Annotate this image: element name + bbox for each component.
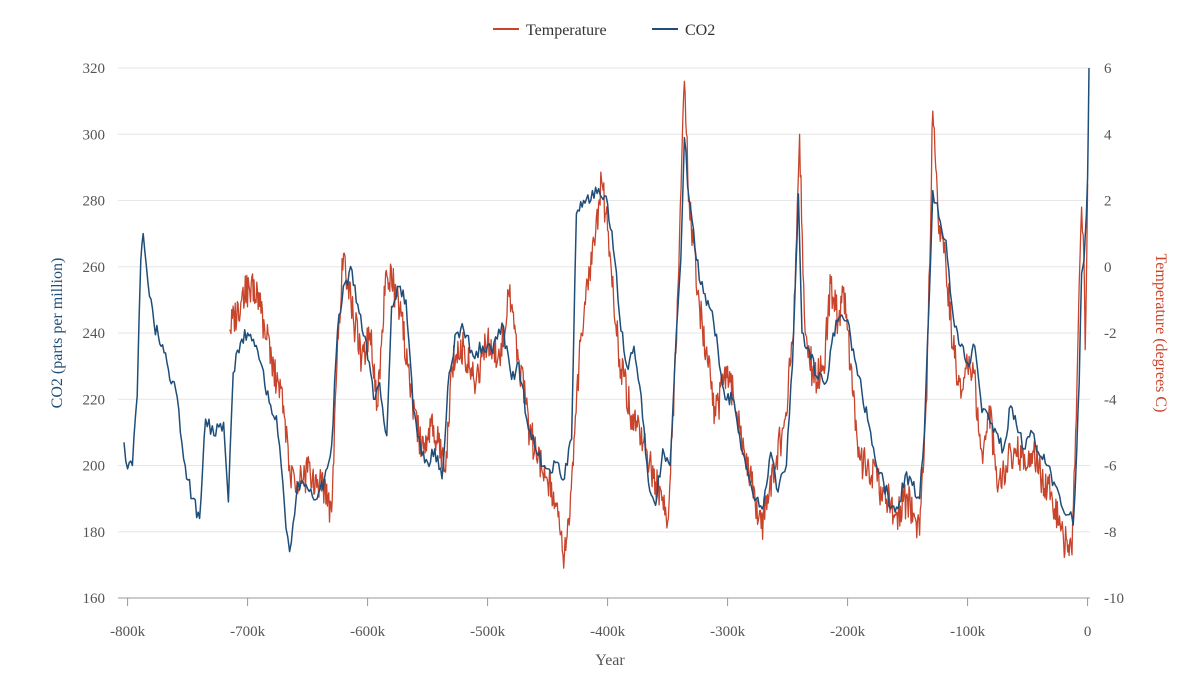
axes: 160 -10 180 -8 200 -6 220 -4 240 -2 260 0 280 2 300 4 32…	[83, 61, 1125, 640]
x-tick-label: -700k	[230, 624, 265, 640]
x-tick-label: -300k	[710, 624, 745, 640]
x-tick-label: -100k	[950, 624, 985, 640]
y-left-tick-label: 160	[83, 591, 106, 607]
legend-temperature-label[interactable]: Temperature	[526, 22, 607, 39]
y-left-tick-label: 240	[83, 326, 106, 342]
gridlines	[118, 67, 1090, 533]
x-axis-title: Year	[595, 652, 625, 669]
series-layer	[123, 67, 1090, 569]
y-left-tick-label: 300	[83, 127, 106, 143]
series-line-co2	[123, 67, 1090, 553]
y-left-tick-label: 200	[83, 459, 106, 475]
y-left-tick-label: 220	[83, 392, 106, 408]
y-right-tick-label: -10	[1104, 591, 1124, 607]
y-right-tick-label: -6	[1104, 459, 1117, 475]
legend[interactable]: Temperature CO2	[493, 22, 715, 39]
legend-co2-label[interactable]: CO2	[685, 22, 715, 39]
y-right-tick-label: 0	[1104, 260, 1112, 276]
y-right-tick-label: 6	[1104, 61, 1112, 77]
x-tick-label: -200k	[830, 624, 865, 640]
x-tick-label: 0	[1084, 624, 1092, 640]
x-tick-label: -500k	[470, 624, 505, 640]
y-left-tick-label: 280	[83, 194, 106, 210]
y-axis-left-title: CO2 (parts per million)	[49, 258, 66, 409]
y-right-tick-label: -2	[1104, 326, 1117, 342]
y-right-tick-label: -4	[1104, 392, 1117, 408]
series-line-temperature	[229, 80, 1089, 569]
y-left-tick-label: 320	[83, 61, 106, 77]
y-right-tick-label: -8	[1104, 525, 1117, 541]
y-right-tick-label: 2	[1104, 194, 1112, 210]
y-left-tick-label: 260	[83, 260, 106, 276]
x-tick-label: -400k	[590, 624, 625, 640]
y-right-tick-label: 4	[1104, 127, 1112, 143]
x-tick-label: -800k	[110, 624, 145, 640]
y-left-tick-label: 180	[83, 525, 106, 541]
x-tick-label: -600k	[350, 624, 385, 640]
y-axis-right-title: Temperature (degrees C)	[1152, 254, 1169, 413]
